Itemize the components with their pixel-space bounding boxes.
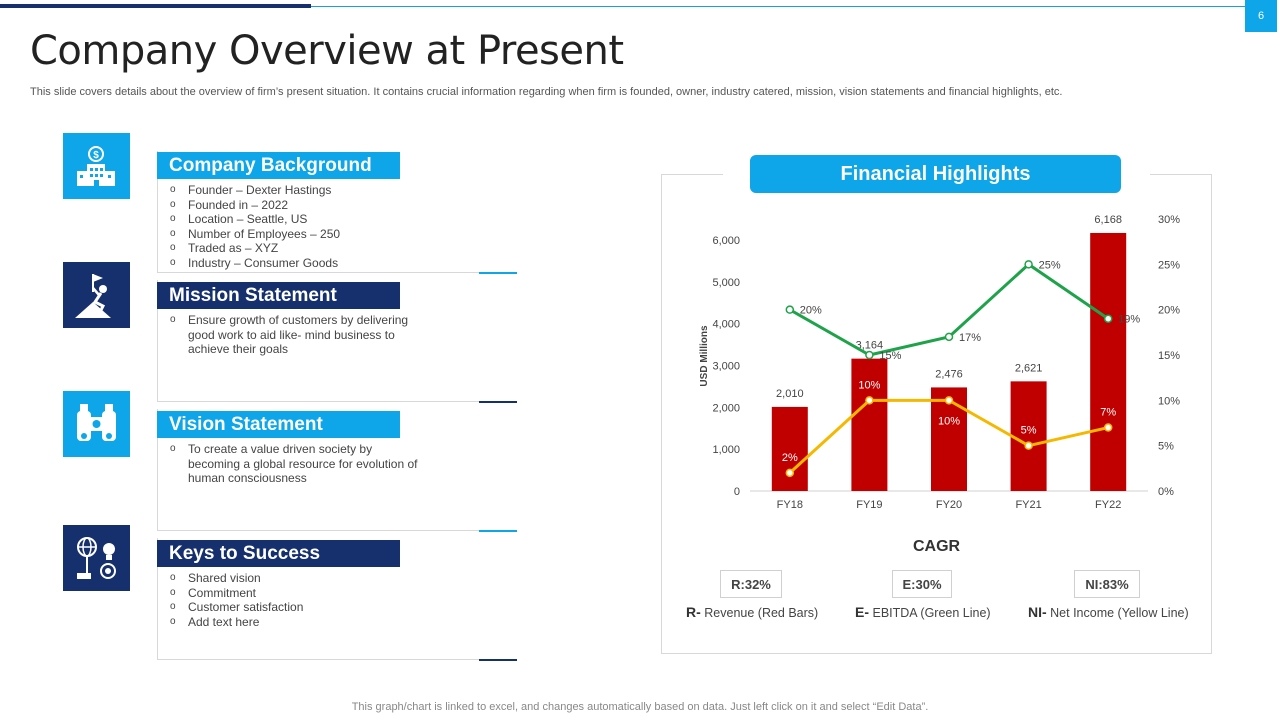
- svg-text:$: $: [93, 150, 99, 161]
- cagr-revenue-box: R:32%: [720, 570, 782, 598]
- cagr-net-income-box: NI:83%: [1074, 570, 1140, 598]
- vision-statement-list: To create a value driven society by beco…: [170, 442, 418, 486]
- legend-revenue: R- Revenue (Red Bars): [686, 604, 818, 620]
- mission-statement-box: [157, 280, 517, 403]
- globe-lightbulb-icon: [63, 525, 130, 591]
- slide-number: 6: [1245, 0, 1277, 32]
- frame-top-right: [1150, 174, 1212, 175]
- list-item: Location – Seattle, US: [170, 212, 340, 227]
- legend-ebitda: E- EBITDA (Green Line): [855, 604, 991, 620]
- financial-highlights-banner: Financial Highlights: [750, 155, 1121, 193]
- list-item: Industry – Consumer Goods: [170, 256, 340, 271]
- company-background-box: [157, 151, 517, 274]
- legend-key: E-: [855, 604, 869, 620]
- legend-key: R-: [686, 604, 701, 620]
- list-item: Customer satisfaction: [170, 600, 303, 615]
- page-title: Company Overview at Present: [30, 28, 624, 74]
- keys-to-success-box: [157, 538, 517, 661]
- list-item: Traded as – XYZ: [170, 241, 340, 256]
- list-item: Number of Employees – 250: [170, 227, 340, 242]
- list-item: Shared vision: [170, 571, 303, 586]
- keys-to-success-title: Keys to Success: [157, 540, 400, 567]
- mission-statement-list: Ensure growth of customers by delivering…: [170, 313, 418, 357]
- cagr-title: CAGR: [913, 538, 961, 555]
- page-subtitle: This slide covers details about the over…: [30, 86, 1063, 98]
- building-dollar-icon: $: [63, 133, 130, 199]
- legend-net-income: NI- Net Income (Yellow Line): [1028, 604, 1189, 620]
- company-background-title: Company Background: [157, 152, 400, 179]
- cagr-ebitda-box: E:30%: [892, 570, 952, 598]
- binoculars-icon: [63, 391, 130, 457]
- list-item: Add text here: [170, 615, 303, 630]
- list-item: To create a value driven society by beco…: [170, 442, 418, 486]
- list-item: Commitment: [170, 586, 303, 601]
- footer-note: This graph/chart is linked to excel, and…: [351, 701, 929, 713]
- legend-key: NI-: [1028, 604, 1047, 620]
- legend-text: EBITDA (Green Line): [872, 606, 991, 620]
- list-item: Founded in – 2022: [170, 198, 340, 213]
- list-item: Ensure growth of customers by delivering…: [170, 313, 418, 357]
- top-rule: [311, 6, 1245, 7]
- top-accent-bar: [0, 4, 311, 8]
- keys-to-success-list: Shared vision Commitment Customer satisf…: [170, 571, 303, 629]
- legend-text: Revenue (Red Bars): [704, 606, 819, 620]
- legend-text: Net Income (Yellow Line): [1050, 606, 1189, 620]
- financial-chart-frame: [661, 174, 1212, 654]
- mission-statement-title: Mission Statement: [157, 282, 400, 309]
- vision-statement-title: Vision Statement: [157, 411, 400, 438]
- frame-top-left: [661, 174, 723, 175]
- vision-statement-box: [157, 409, 517, 532]
- list-item: Founder – Dexter Hastings: [170, 183, 340, 198]
- climber-flag-icon: [63, 262, 130, 328]
- company-background-list: Founder – Dexter Hastings Founded in – 2…: [170, 183, 340, 270]
